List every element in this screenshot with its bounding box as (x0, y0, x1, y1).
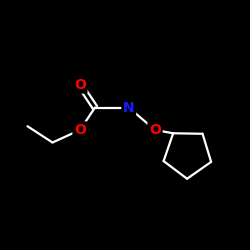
Text: N: N (123, 100, 134, 114)
Text: O: O (74, 123, 86, 137)
Text: O: O (149, 123, 161, 137)
Text: O: O (74, 78, 86, 92)
